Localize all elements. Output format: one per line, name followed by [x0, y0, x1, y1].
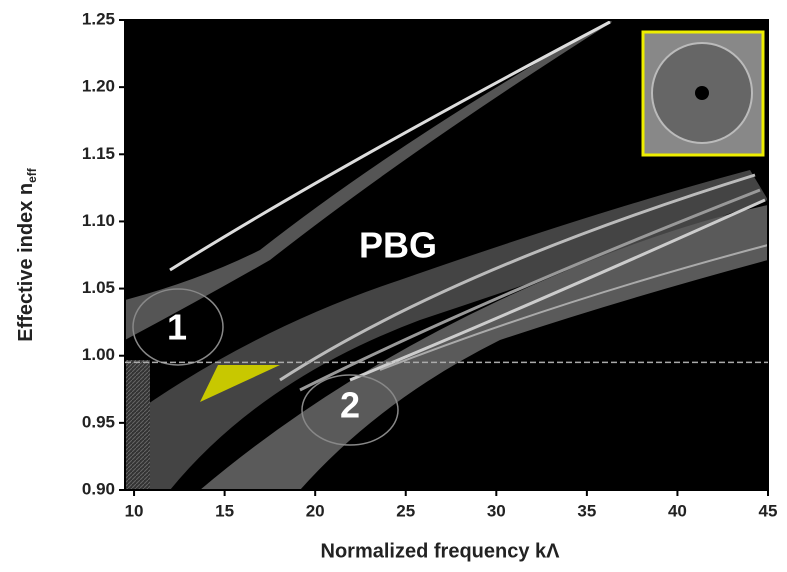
x-tick-label: 45	[759, 501, 778, 520]
x-tick-label: 35	[577, 501, 596, 520]
y-axis-label: Effective index neff	[15, 167, 39, 342]
x-tick-label: 20	[306, 501, 325, 520]
y-tick-label: 1.05	[82, 278, 115, 297]
y-tick-label: 1.00	[82, 345, 115, 364]
y-tick-label: 1.20	[82, 77, 115, 96]
bands	[125, 20, 769, 490]
y-label-main: Effective index n	[15, 183, 37, 342]
annotation: PBG	[359, 225, 437, 266]
x-tick-label: 30	[487, 501, 506, 520]
y-tick-label: 0.95	[82, 412, 115, 431]
y-tick-label: 1.10	[82, 211, 115, 230]
x-tick-label: 25	[396, 501, 415, 520]
x-tick-label: 40	[668, 501, 687, 520]
y-tick-label: 1.25	[82, 9, 115, 28]
annotation: 2	[340, 385, 360, 426]
x-tick-label: 15	[215, 501, 234, 520]
y-tick-label: 0.90	[82, 479, 115, 498]
annotation: 1	[167, 307, 187, 348]
y-label-subscript: eff	[25, 167, 39, 183]
x-axis-label: Normalized frequency kΛ	[321, 540, 561, 562]
yellow-region	[200, 365, 280, 402]
y-tick-label: 1.15	[82, 144, 115, 163]
inset	[641, 30, 765, 157]
x-tick-label: 10	[125, 501, 144, 520]
